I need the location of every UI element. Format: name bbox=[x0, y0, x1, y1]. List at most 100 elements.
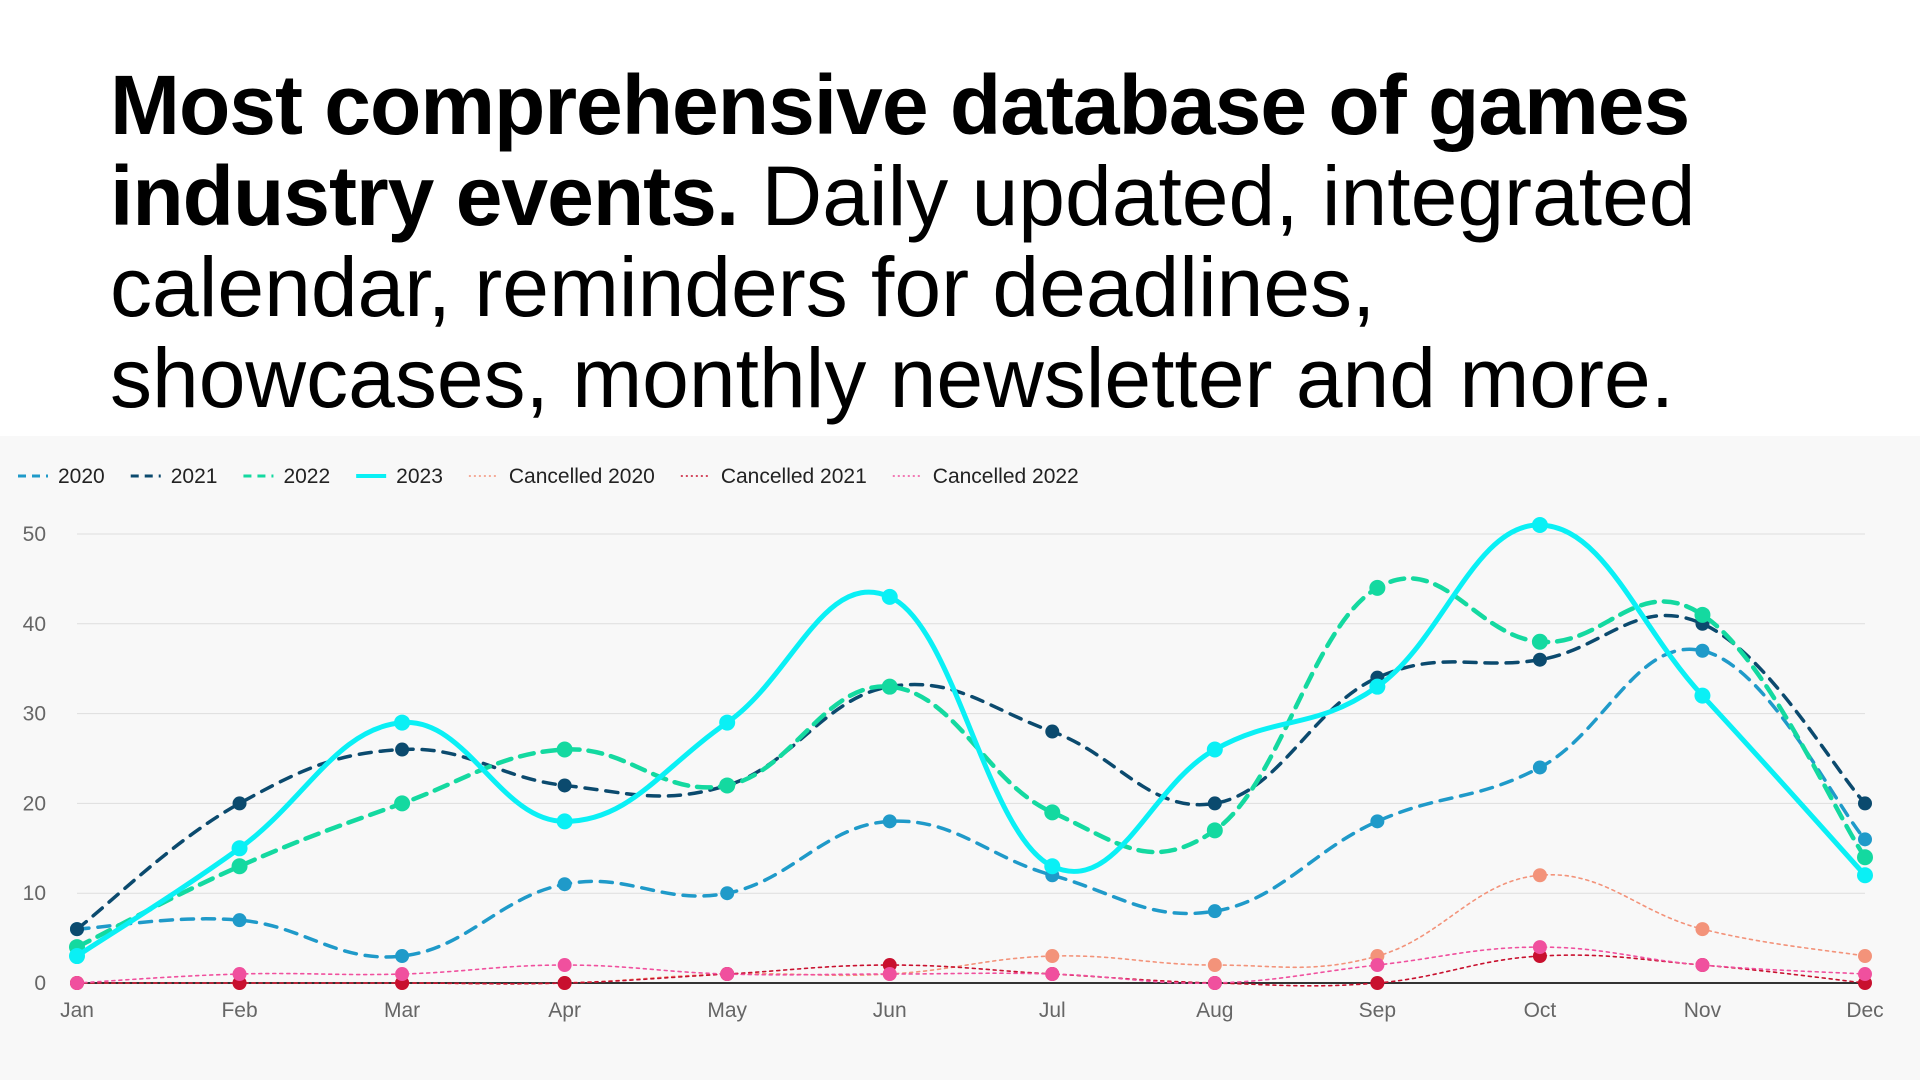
legend-label[interactable]: 2023 bbox=[396, 465, 443, 488]
y-tick-label: 50 bbox=[23, 523, 46, 546]
x-tick-label: Jul bbox=[1039, 999, 1066, 1022]
data-point[interactable] bbox=[556, 813, 573, 830]
x-tick-label: Aug bbox=[1196, 999, 1233, 1022]
data-point[interactable] bbox=[719, 714, 736, 731]
data-point[interactable] bbox=[1045, 724, 1060, 739]
x-tick-label: Jun bbox=[873, 999, 907, 1022]
x-tick-label: May bbox=[707, 999, 747, 1022]
data-point[interactable] bbox=[232, 967, 247, 982]
data-point[interactable] bbox=[1207, 796, 1222, 811]
series-layer bbox=[69, 517, 1873, 990]
headline-light: Daily updated, integrated calendar, remi… bbox=[110, 149, 1696, 425]
data-point[interactable] bbox=[395, 742, 410, 757]
x-tick-label: Mar bbox=[384, 999, 420, 1022]
y-tick-label: 20 bbox=[23, 792, 46, 815]
line-chart: 0 10 20 30 40 50 Jan Feb Mar Apr May Jun Jul Aug Sep O… bbox=[18, 465, 1884, 1022]
data-point[interactable] bbox=[1858, 967, 1872, 982]
x-tick-label: Jan bbox=[60, 999, 94, 1022]
headline-bold: Most comprehensive database of games ind… bbox=[110, 58, 1690, 243]
data-point[interactable] bbox=[719, 777, 736, 794]
data-point[interactable] bbox=[1858, 832, 1872, 847]
data-point[interactable] bbox=[557, 877, 572, 892]
data-point[interactable] bbox=[70, 922, 84, 937]
data-point[interactable] bbox=[1532, 940, 1547, 955]
data-point[interactable] bbox=[1695, 922, 1710, 937]
data-point[interactable] bbox=[720, 886, 735, 901]
data-point[interactable] bbox=[720, 967, 735, 982]
data-point[interactable] bbox=[1369, 678, 1386, 695]
data-point[interactable] bbox=[69, 948, 85, 965]
y-tick-label: 0 bbox=[34, 972, 46, 995]
legend-label[interactable]: 2020 bbox=[58, 465, 105, 488]
data-point[interactable] bbox=[394, 714, 411, 731]
data-point[interactable] bbox=[1532, 868, 1547, 883]
x-tick-label: Oct bbox=[1524, 999, 1557, 1022]
chart-panel: 0 10 20 30 40 50 Jan Feb Mar Apr May Jun Jul Aug Sep O… bbox=[0, 436, 1920, 1080]
data-point[interactable] bbox=[557, 958, 572, 973]
data-point[interactable] bbox=[1045, 967, 1060, 982]
data-point[interactable] bbox=[1207, 958, 1222, 973]
data-point[interactable] bbox=[882, 967, 897, 982]
x-tick-label: Sep bbox=[1359, 999, 1396, 1022]
data-point[interactable] bbox=[1695, 643, 1710, 658]
x-tick-label: Dec bbox=[1846, 999, 1883, 1022]
data-point[interactable] bbox=[881, 588, 898, 605]
data-point[interactable] bbox=[556, 741, 573, 758]
legend-label[interactable]: Cancelled 2022 bbox=[933, 465, 1079, 488]
data-point[interactable] bbox=[1695, 958, 1710, 973]
data-point[interactable] bbox=[1044, 804, 1061, 821]
data-point[interactable] bbox=[231, 858, 248, 875]
data-point[interactable] bbox=[881, 678, 898, 695]
data-point[interactable] bbox=[1370, 976, 1385, 990]
data-point[interactable] bbox=[557, 976, 572, 990]
data-point[interactable] bbox=[1206, 741, 1223, 758]
data-point[interactable] bbox=[1206, 822, 1223, 839]
data-point[interactable] bbox=[395, 967, 410, 982]
data-point[interactable] bbox=[1531, 517, 1548, 534]
data-point[interactable] bbox=[395, 949, 410, 964]
y-tick-label: 40 bbox=[23, 613, 46, 636]
headline: Most comprehensive database of games ind… bbox=[110, 60, 1830, 424]
data-point[interactable] bbox=[1857, 867, 1873, 884]
data-point[interactable] bbox=[1857, 849, 1873, 866]
series-line-cancelled-2020 bbox=[76, 874, 1866, 985]
series-line-2022 bbox=[74, 576, 1868, 950]
data-point[interactable] bbox=[1532, 652, 1547, 667]
x-tick-label: Apr bbox=[548, 999, 581, 1022]
data-point[interactable] bbox=[1370, 958, 1385, 973]
data-point[interactable] bbox=[1044, 858, 1061, 875]
data-point[interactable] bbox=[1207, 904, 1222, 919]
data-point[interactable] bbox=[232, 796, 247, 811]
legend-label[interactable]: Cancelled 2020 bbox=[509, 465, 655, 488]
grid-lines bbox=[77, 533, 1865, 984]
y-axis-ticks: 0 10 20 30 40 50 bbox=[23, 523, 46, 995]
x-tick-label: Feb bbox=[221, 999, 257, 1022]
series-line-2020 bbox=[75, 647, 1867, 959]
legend: 2020 2021 2022 2023 Cancelled 2020 Cancelled … bbox=[18, 465, 1079, 488]
data-point[interactable] bbox=[232, 913, 247, 928]
data-point[interactable] bbox=[1207, 976, 1222, 990]
legend-label[interactable]: Cancelled 2021 bbox=[721, 465, 867, 488]
x-axis-ticks: Jan Feb Mar Apr May Jun Jul Aug Sep Oct Nov Dec bbox=[60, 999, 1884, 1022]
data-point[interactable] bbox=[1370, 814, 1385, 829]
series-line-2021 bbox=[75, 613, 1867, 931]
legend-label[interactable]: 2022 bbox=[283, 465, 330, 488]
data-point[interactable] bbox=[882, 814, 897, 829]
series-line-cancelled-2021 bbox=[76, 954, 1866, 987]
data-point[interactable] bbox=[231, 840, 248, 857]
data-point[interactable] bbox=[1531, 633, 1548, 650]
data-point[interactable] bbox=[1045, 949, 1060, 964]
data-point[interactable] bbox=[1858, 796, 1872, 811]
data-point[interactable] bbox=[394, 795, 411, 812]
data-point[interactable] bbox=[1532, 760, 1547, 775]
data-point[interactable] bbox=[1858, 949, 1872, 964]
x-tick-label: Nov bbox=[1684, 999, 1722, 1022]
y-tick-label: 30 bbox=[23, 703, 46, 726]
data-point[interactable] bbox=[1369, 579, 1386, 596]
legend-label[interactable]: 2021 bbox=[171, 465, 218, 488]
data-point[interactable] bbox=[1694, 606, 1711, 623]
data-point[interactable] bbox=[557, 778, 572, 793]
data-point[interactable] bbox=[70, 976, 84, 990]
data-point[interactable] bbox=[1694, 687, 1711, 704]
series-line-cancelled-2022 bbox=[76, 946, 1866, 985]
